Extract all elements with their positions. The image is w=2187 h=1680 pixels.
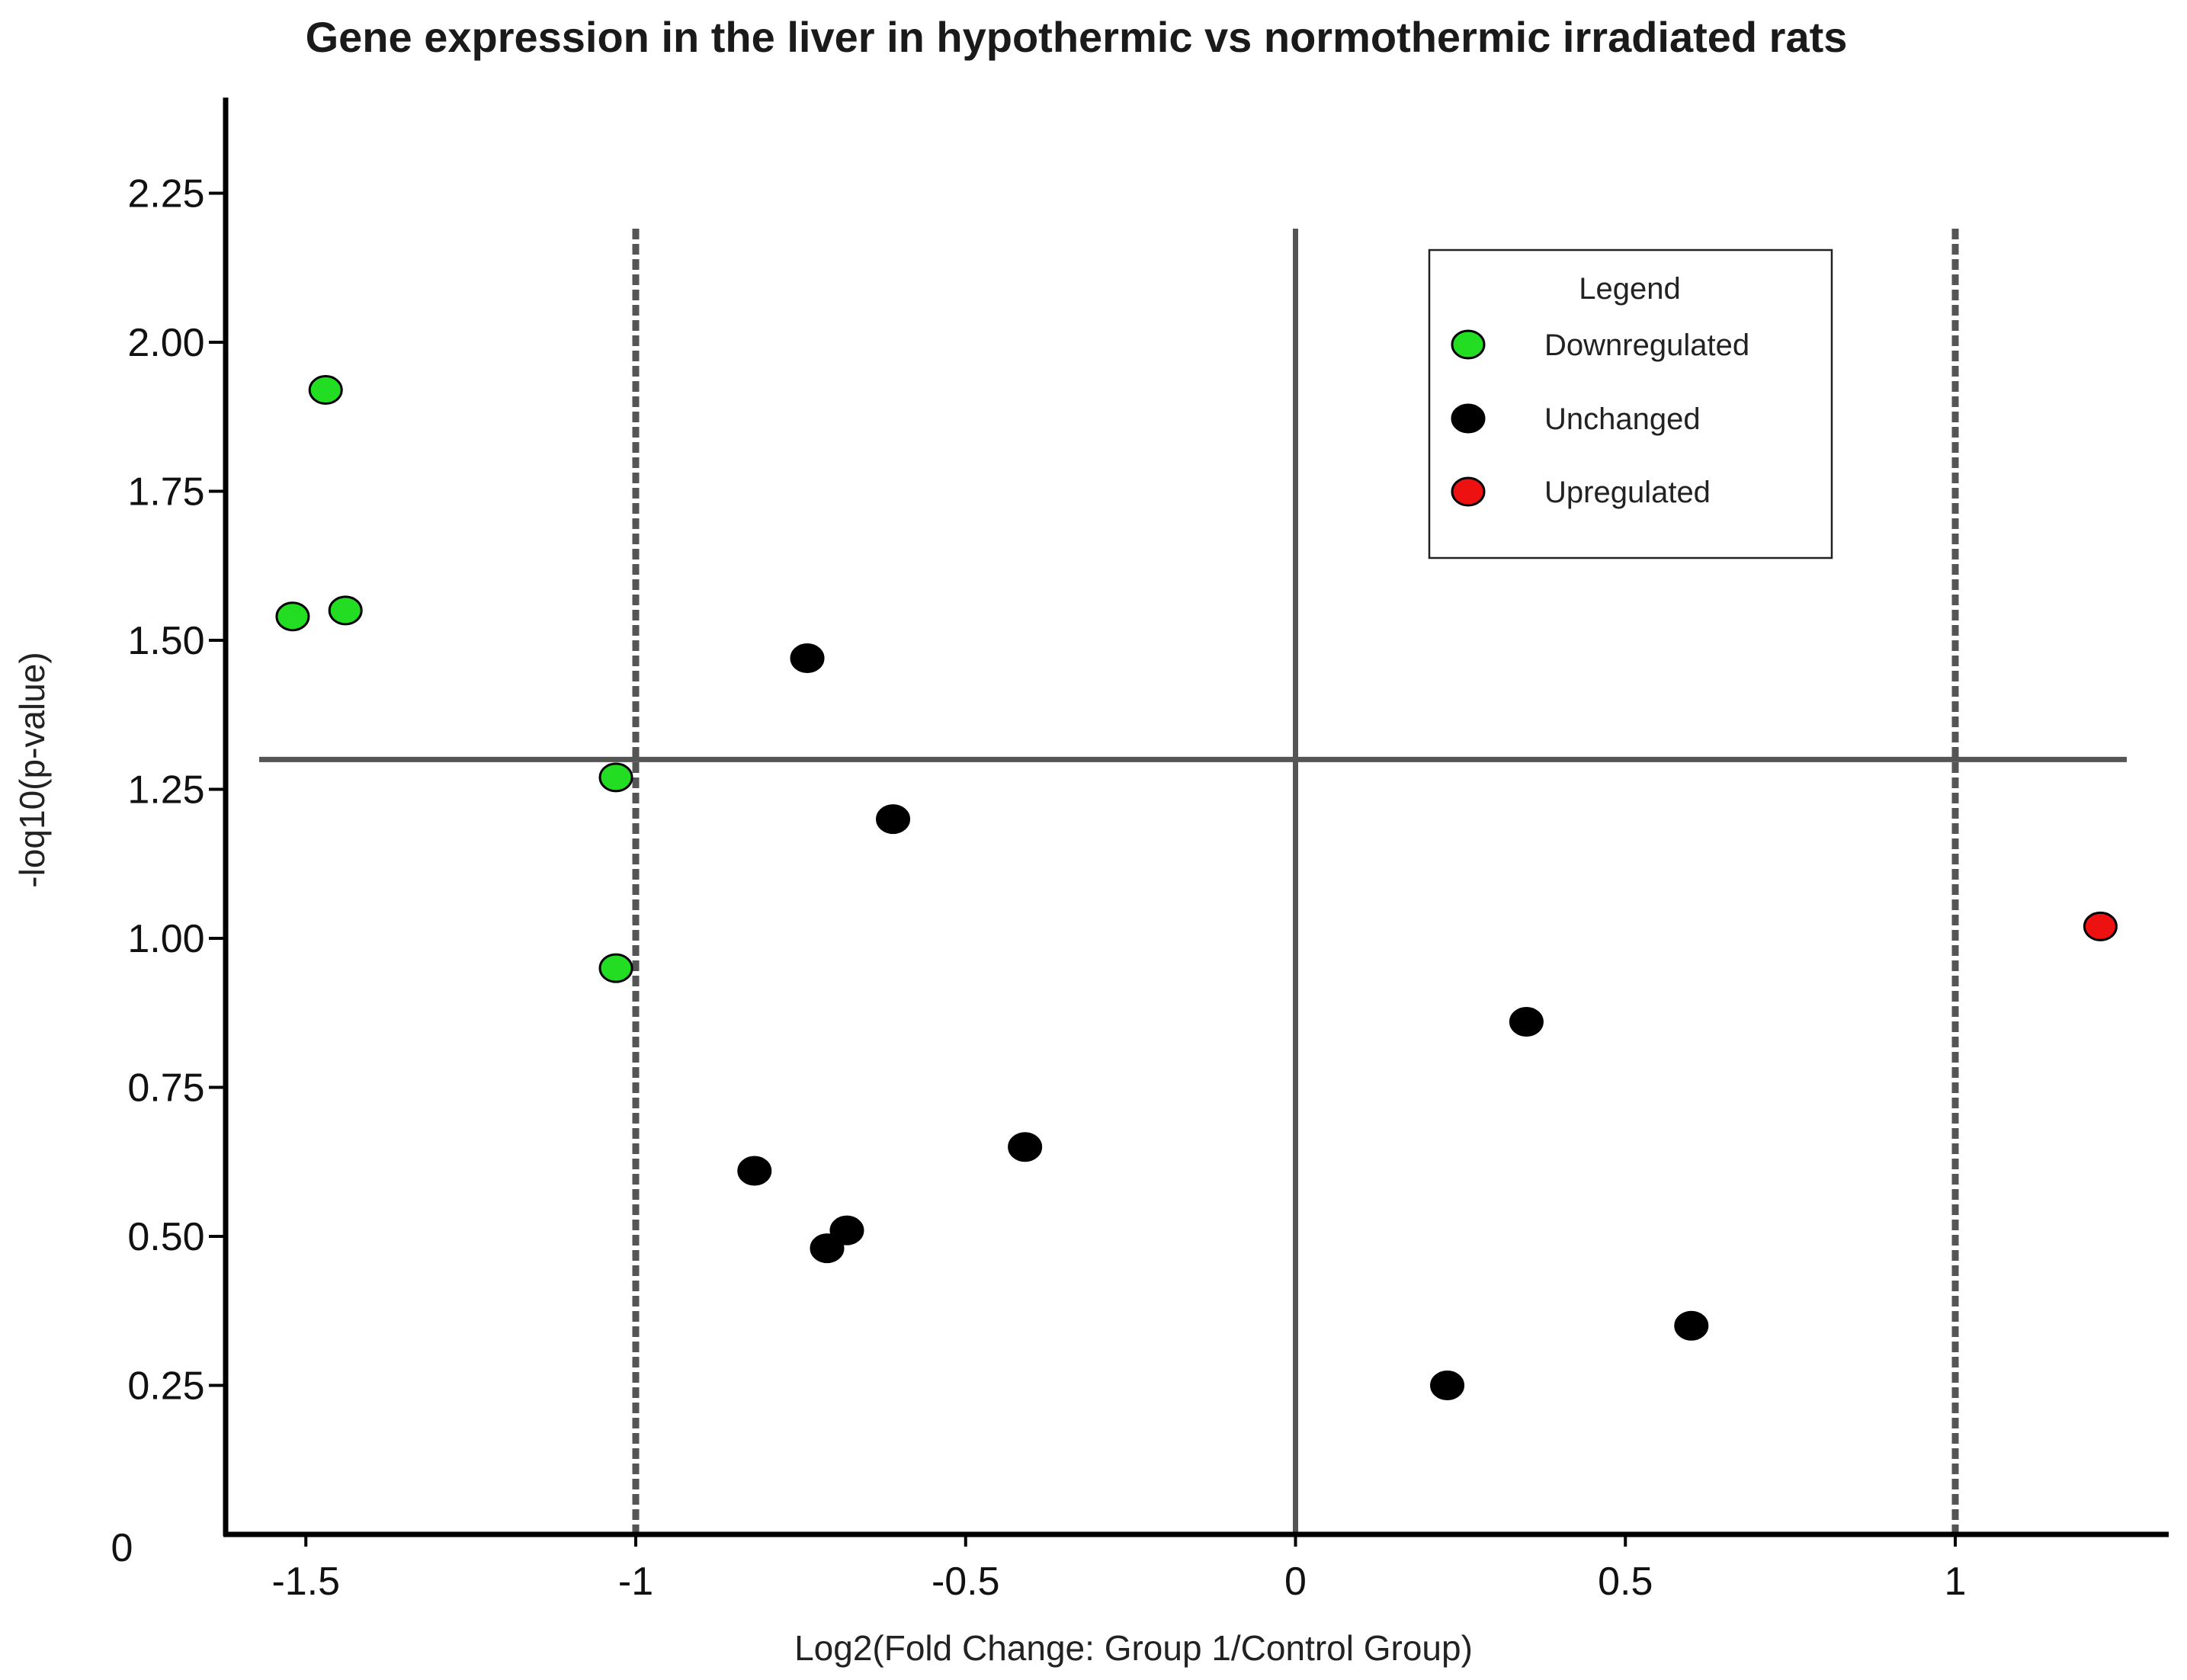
- x-tick-label: 0.5: [1598, 1560, 1653, 1604]
- y-tick-label: 2.25: [127, 172, 204, 216]
- downregulated-point: [308, 375, 343, 406]
- legend-marker-downregulated: [1451, 329, 1486, 360]
- unchanged-point: [810, 1233, 845, 1264]
- y-tick-label: 1.00: [127, 917, 204, 961]
- unchanged-point: [1008, 1132, 1043, 1162]
- downregulated-point: [598, 953, 633, 983]
- x-axis-label: Log2(Fold Change: Group 1/Control Group): [794, 1628, 1473, 1668]
- axes: [223, 98, 2169, 1537]
- y-tick-label: 1.75: [127, 470, 204, 515]
- y-axis-label: -loq10(p-value): [12, 652, 52, 887]
- chart-title: Gene expression in the liver in hypother…: [306, 13, 1848, 61]
- legend-marker-upregulated: [1451, 476, 1486, 507]
- reference-lines: [259, 229, 2127, 1534]
- legend: Legend Downregulated Unchanged Upregulated: [1428, 248, 1833, 559]
- x-tick-label: -1: [618, 1560, 653, 1604]
- x-tick-label: 1: [1945, 1560, 1967, 1604]
- legend-title: Legend: [1579, 272, 1680, 306]
- x-tick-label: 0: [1284, 1560, 1307, 1604]
- y-tick-label: 0.75: [127, 1066, 204, 1111]
- y-tick-label: 0.50: [127, 1215, 204, 1259]
- legend-box: [1428, 248, 1833, 559]
- unchanged-point: [876, 804, 911, 835]
- legend-entries: Downregulated Unchanged Upregulated: [1451, 329, 1749, 509]
- x-axis-ticks: -1.5 -1 -0.5 0 0.5 1: [271, 1534, 1966, 1604]
- legend-marker-unchanged: [1451, 403, 1486, 434]
- unchanged-point: [1674, 1310, 1709, 1341]
- downregulated-point: [328, 595, 363, 626]
- legend-label-downregulated: Downregulated: [1544, 329, 1749, 362]
- unchanged-point: [737, 1156, 772, 1186]
- y-tick-label: 1.25: [127, 768, 204, 813]
- downregulated-point: [275, 601, 310, 632]
- unchanged-point: [829, 1215, 864, 1246]
- upregulated-point: [2083, 911, 2118, 941]
- unchanged-point: [1509, 1006, 1544, 1037]
- y-axis-ticks: 0 0.25 0.50 0.75 1.00 1.25 1.50 1.75 2.00 2.25: [111, 172, 226, 1570]
- downregulated-point: [598, 762, 633, 793]
- unchanged-point: [790, 643, 825, 673]
- y-tick-label: 0: [111, 1526, 133, 1570]
- unchanged-point: [1430, 1371, 1465, 1400]
- data-points: [275, 375, 2118, 1400]
- y-tick-label: 2.00: [127, 321, 204, 365]
- legend-label-unchanged: Unchanged: [1544, 402, 1701, 436]
- legend-label-upregulated: Upregulated: [1544, 476, 1711, 509]
- y-tick-label: 0.25: [127, 1364, 204, 1409]
- x-tick-label: -0.5: [932, 1560, 1000, 1604]
- x-tick-label: -1.5: [271, 1560, 340, 1604]
- y-tick-label: 1.50: [127, 619, 204, 663]
